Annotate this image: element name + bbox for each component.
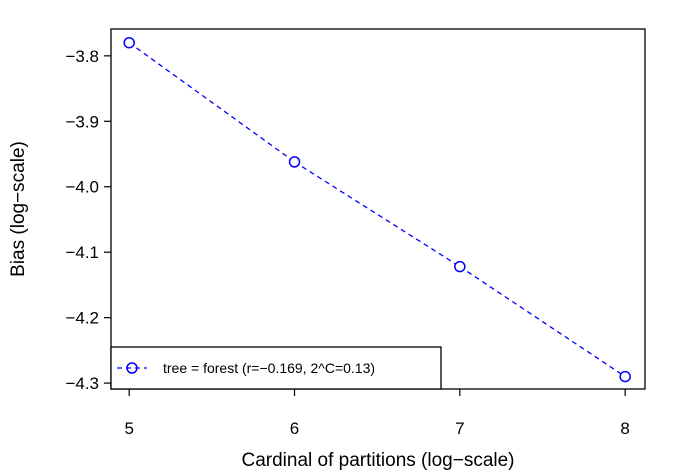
data-point (288, 156, 301, 168)
x-tick-label: 5 (124, 419, 133, 438)
y-axis: −3.8 −3.9 −4.0 −4.1 −4.2 −4.3 (65, 47, 111, 393)
data-point (454, 260, 466, 273)
legend-box (110, 346, 442, 390)
y-tick-label: −3.9 (65, 112, 99, 131)
legend-label: tree = forest (r=−0.169, 2^C=0.13) (163, 360, 375, 376)
data-point (619, 370, 631, 383)
legend-marker (126, 362, 138, 374)
y-tick-label: −4.2 (65, 309, 99, 328)
x-tick-label: 6 (290, 419, 299, 438)
y-axis-title: Bias (log−scale) (8, 141, 29, 277)
series-line-segment (294, 161, 461, 268)
plot-frame (110, 28, 646, 390)
legend: tree = forest (r=−0.169, 2^C=0.13) (110, 346, 442, 390)
y-tick-label: −3.8 (65, 47, 99, 66)
series-line-segment (128, 42, 295, 163)
y-tick-label: −4.1 (65, 243, 99, 262)
series-line-segment (459, 266, 626, 378)
x-axis-title: Cardinal of partitions (log−scale) (242, 450, 515, 471)
y-tick-label: −4.0 (65, 178, 99, 197)
x-axis: 5 6 7 8 (124, 389, 630, 438)
y-tick-label: −4.3 (65, 374, 99, 393)
series-layer (123, 36, 631, 383)
x-tick-label: 8 (620, 419, 629, 438)
data-point (123, 36, 135, 49)
x-tick-label: 7 (455, 419, 464, 438)
